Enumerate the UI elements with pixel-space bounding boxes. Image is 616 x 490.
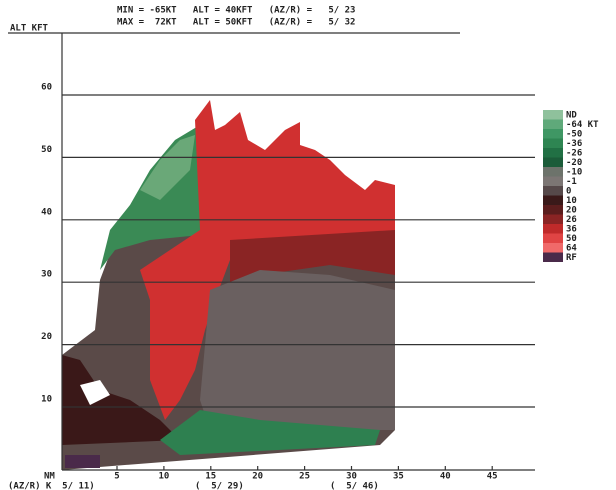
x-tick-label: 5	[114, 472, 119, 482]
legend-swatch	[543, 186, 563, 196]
legend-swatch	[543, 205, 563, 215]
y-tick-label: 60	[41, 83, 52, 93]
legend-swatch	[543, 148, 563, 158]
y-tick-label: 30	[41, 270, 52, 280]
legend-label: -36	[566, 139, 582, 149]
y-axis-label: ALT KFT	[10, 24, 49, 34]
footer-item: (AZ/R) K 5/ 11)	[8, 482, 95, 490]
legend-label: 64	[566, 243, 577, 253]
y-tick-label: 50	[41, 145, 52, 155]
legend-swatch	[543, 129, 563, 139]
y-tick-label: 10	[41, 395, 52, 405]
legend-label: 0	[566, 186, 571, 196]
y-tick-label: 20	[41, 332, 52, 342]
y-tick-label: 40	[41, 207, 52, 217]
legend-swatch	[543, 195, 563, 205]
legend-label: 26	[566, 215, 577, 225]
x-tick-label: 20	[252, 472, 263, 482]
header-line: MAX = 72KT ALT = 50KFT (AZ/R) = 5/ 32	[117, 18, 355, 28]
legend-label: 50	[566, 234, 577, 244]
x-tick-label: 15	[205, 472, 216, 482]
legend-swatch	[543, 167, 563, 177]
x-tick-label: 40	[440, 472, 451, 482]
legend-label: -26	[566, 148, 582, 158]
legend-label: 10	[566, 196, 577, 206]
x-tick-label: 25	[299, 472, 310, 482]
radar-field	[62, 100, 395, 470]
legend-label: -64 KT	[566, 120, 599, 130]
footer-item: ( 5/ 46)	[330, 482, 379, 490]
legend-swatch	[543, 157, 563, 167]
legend-swatch	[543, 252, 563, 262]
legend-label: -10	[566, 167, 582, 177]
legend-label: 36	[566, 224, 577, 234]
legend-label: ND	[566, 110, 577, 120]
header-line: MIN = -65KT ALT = 40KFT (AZ/R) = 5/ 23	[117, 6, 355, 16]
x-tick-label: 30	[346, 472, 357, 482]
legend-swatch	[543, 176, 563, 186]
footer-item: ( 5/ 29)	[195, 482, 244, 490]
legend-label: 20	[566, 205, 577, 215]
legend-swatch	[543, 243, 563, 253]
x-tick-label: 45	[487, 472, 498, 482]
x-tick-label: 10	[158, 472, 169, 482]
legend-label: -20	[566, 158, 582, 168]
legend-label: -50	[566, 129, 582, 139]
legend-swatch	[543, 214, 563, 224]
legend-label: -1	[566, 177, 577, 187]
legend-swatch	[543, 138, 563, 148]
legend-swatch	[543, 233, 563, 243]
legend-swatch	[543, 119, 563, 129]
legend-swatch	[543, 224, 563, 234]
legend-swatch	[543, 110, 563, 120]
x-tick-label: 35	[393, 472, 404, 482]
legend-label: RF	[566, 253, 577, 263]
x-axis-label: NM	[44, 472, 55, 482]
